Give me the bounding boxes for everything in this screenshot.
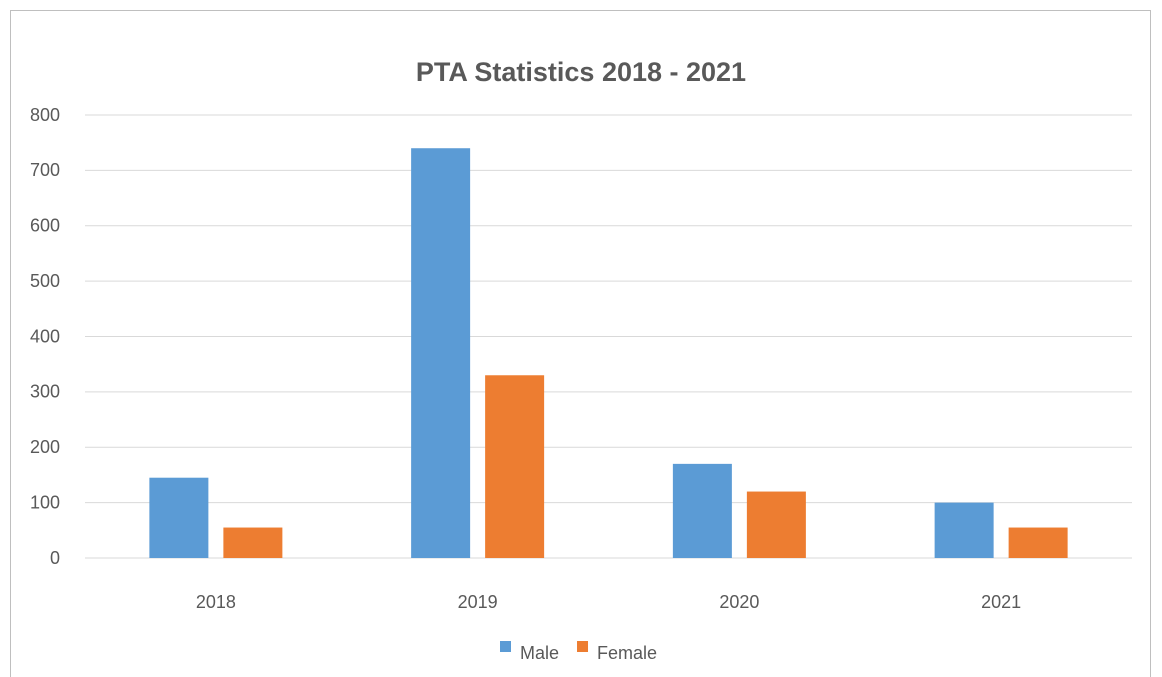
legend-swatch	[577, 641, 589, 652]
legend-label: Female	[597, 643, 657, 663]
x-tick-label: 2020	[719, 592, 759, 612]
y-tick-label: 400	[30, 326, 60, 346]
y-tick-label: 0	[50, 548, 60, 568]
bar	[149, 477, 209, 558]
x-tick-label: 2018	[196, 592, 236, 612]
y-tick-label: 500	[30, 271, 60, 291]
x-tick-label: 2021	[981, 592, 1021, 612]
chart-frame	[10, 10, 1151, 677]
bar	[746, 491, 806, 558]
y-tick-label: 700	[30, 160, 60, 180]
legend-label: Male	[520, 643, 559, 663]
bar	[485, 375, 545, 558]
legend-swatch	[500, 641, 511, 652]
bar	[1008, 527, 1068, 558]
bar	[672, 463, 732, 558]
chart-title: PTA Statistics 2018 - 2021	[416, 57, 746, 87]
bar	[934, 502, 994, 558]
bar	[411, 148, 471, 558]
x-tick-label: 2019	[458, 592, 498, 612]
y-tick-label: 600	[30, 216, 60, 236]
y-tick-label: 800	[30, 105, 60, 125]
bar	[223, 527, 283, 558]
y-tick-label: 300	[30, 382, 60, 402]
y-tick-label: 100	[30, 492, 60, 512]
y-tick-label: 200	[30, 437, 60, 457]
